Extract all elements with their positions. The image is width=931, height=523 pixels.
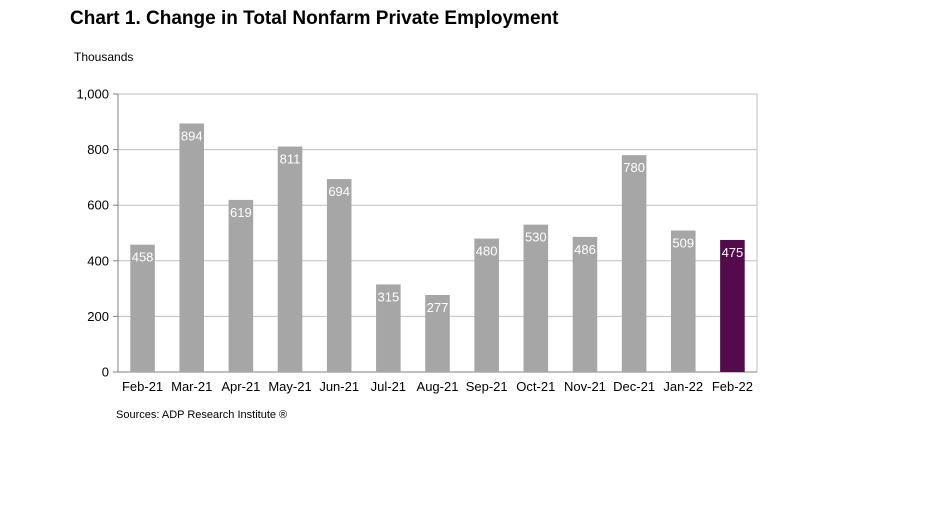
bar-data-label: 894 <box>181 128 203 143</box>
y-tick-label: 0 <box>102 365 109 380</box>
x-tick-label: Feb-22 <box>712 379 753 394</box>
bar <box>376 284 401 372</box>
x-tick-label: Apr-21 <box>221 379 260 394</box>
bar-data-label: 458 <box>132 250 154 265</box>
bar <box>474 238 499 372</box>
source-note: Sources: ADP Research Institute ® <box>116 409 288 421</box>
bar <box>326 179 352 372</box>
bar <box>621 155 647 372</box>
bar-data-label: 277 <box>427 300 449 315</box>
bar <box>277 146 303 372</box>
x-tick-label: Aug-21 <box>417 379 459 394</box>
bar-data-label: 619 <box>230 205 252 220</box>
bar-data-label: 780 <box>623 160 645 175</box>
y-tick-label: 400 <box>87 253 109 268</box>
bar <box>425 294 450 372</box>
bar-data-label: 509 <box>672 235 694 250</box>
y-tick-label: 1,000 <box>76 87 109 102</box>
x-tick-label: Jul-21 <box>371 379 406 394</box>
bar-data-label: 694 <box>328 184 350 199</box>
x-tick-label: Oct-21 <box>516 379 555 394</box>
x-tick-label: Jan-22 <box>663 379 703 394</box>
x-tick-label: Jun-21 <box>319 379 359 394</box>
bar <box>130 244 155 372</box>
x-tick-label: May-21 <box>268 379 311 394</box>
y-unit-label: Thousands <box>74 50 134 64</box>
bar <box>523 224 549 372</box>
x-tick-label: Mar-21 <box>171 379 212 394</box>
bar <box>228 199 254 372</box>
y-tick-label: 200 <box>87 309 109 324</box>
chart-title: Chart 1. Change in Total Nonfarm Private… <box>70 8 559 29</box>
y-tick-label: 800 <box>87 142 109 157</box>
bar-data-label: 486 <box>574 242 596 257</box>
bar-data-label: 480 <box>476 244 498 259</box>
bar <box>720 239 745 372</box>
x-tick-label: Dec-21 <box>613 379 655 394</box>
x-tick-label: Nov-21 <box>564 379 606 394</box>
bar <box>179 123 205 372</box>
bar-data-label: 315 <box>377 289 399 304</box>
y-tick-label: 600 <box>87 198 109 213</box>
x-tick-label: Feb-21 <box>122 379 163 394</box>
bar-data-label: 475 <box>722 245 744 260</box>
x-tick-label: Sep-21 <box>466 379 508 394</box>
bar <box>670 230 696 372</box>
bar-data-label: 811 <box>280 152 301 167</box>
bar-data-label: 530 <box>525 230 547 245</box>
bar <box>572 236 598 372</box>
